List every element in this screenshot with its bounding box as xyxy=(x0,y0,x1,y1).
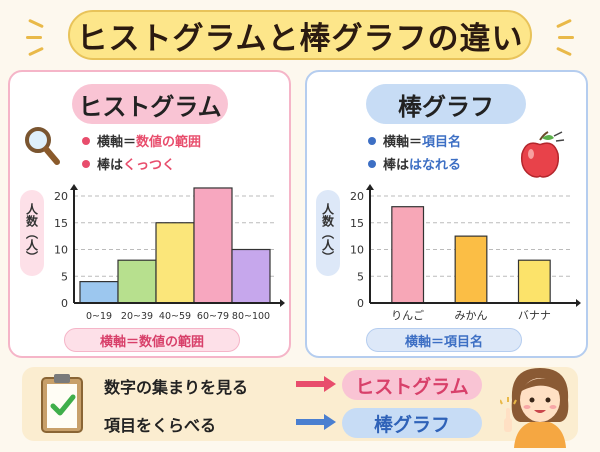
sparkle-icon xyxy=(28,18,44,29)
apple-icon xyxy=(518,130,566,180)
bar xyxy=(454,235,488,304)
y-tick-label: 15 xyxy=(350,217,364,230)
bargraph-bullet-axis: 横軸＝ 項目名 xyxy=(368,131,461,150)
sparkle-icon xyxy=(556,46,572,57)
y-tick-label: 15 xyxy=(54,217,68,230)
summary-row2-result: 棒グラフ xyxy=(342,408,482,438)
sparkle-icon xyxy=(28,46,44,57)
y-tick-label: 10 xyxy=(350,244,364,257)
bullet-value: 項目名 xyxy=(422,135,462,150)
y-axis-arrow xyxy=(366,184,374,190)
histogram-footer: 横軸＝数値の範囲 xyxy=(64,328,240,352)
bullet-value: 数値の範囲 xyxy=(136,135,202,150)
x-tick-label: 80~100 xyxy=(232,311,270,322)
summary-box xyxy=(22,367,578,441)
bullet-dot xyxy=(368,159,376,168)
sparkle-icon xyxy=(556,18,572,29)
arrow-right-icon xyxy=(294,412,338,432)
summary-row1-result: ヒストグラム xyxy=(342,370,482,400)
y-tick-label: 10 xyxy=(54,244,68,257)
clipboard-check-icon xyxy=(38,370,86,436)
histogram-bullet-bars: 棒は くっつく xyxy=(82,154,175,173)
bullet-value: くっつく xyxy=(123,158,176,173)
x-axis-arrow xyxy=(576,299,581,307)
bar xyxy=(193,187,233,304)
bar xyxy=(231,248,271,304)
arrow-right-icon xyxy=(294,374,338,394)
sparkle-icon xyxy=(558,36,574,39)
histogram-bullet-axis: 横軸＝ 数値の範囲 xyxy=(82,131,201,150)
bargraph-heading: 棒グラフ xyxy=(366,84,526,124)
sparkle-icon xyxy=(26,36,42,39)
y-tick-label: 0 xyxy=(61,297,68,310)
bullet-value: はなれる xyxy=(409,158,462,173)
bullet-label: 横軸＝ xyxy=(97,135,137,150)
x-tick-label: みかん xyxy=(455,309,488,322)
summary-row2-text: 項目をくらべる xyxy=(104,416,217,435)
bar xyxy=(155,222,195,304)
x-tick-label: 20~39 xyxy=(121,311,153,322)
bullet-dot xyxy=(82,159,90,168)
y-tick-label: 20 xyxy=(350,190,364,203)
page-title: ヒストグラムと棒グラフの違い xyxy=(68,10,532,60)
x-tick-label: 60~79 xyxy=(197,311,229,322)
x-tick-label: バナナ xyxy=(518,309,551,322)
x-axis-arrow xyxy=(280,299,285,307)
bullet-dot xyxy=(82,136,90,145)
y-tick-label: 0 xyxy=(357,297,364,310)
x-tick-label: 40~59 xyxy=(159,311,191,322)
x-tick-label: 0~19 xyxy=(86,311,112,322)
bargraph-footer: 横軸＝項目名 xyxy=(366,328,522,352)
bullet-label: 棒は xyxy=(97,158,124,173)
histogram-ylabel: 人数（人） xyxy=(20,190,44,276)
bar xyxy=(517,259,551,304)
y-tick-label: 20 xyxy=(54,190,68,203)
x-tick-label: りんご xyxy=(391,308,424,322)
bargraph-bullet-bars: 棒は はなれる xyxy=(368,154,461,173)
summary-row1-text: 数字の集まりを見る xyxy=(104,378,249,397)
bargraph-ylabel: 人数（人） xyxy=(316,190,340,276)
bar xyxy=(391,206,425,304)
bullet-dot xyxy=(368,136,376,145)
y-axis-arrow xyxy=(70,184,78,190)
histogram-heading: ヒストグラム xyxy=(72,84,228,124)
girl-pointing-icon xyxy=(499,360,580,448)
y-tick-label: 5 xyxy=(357,270,364,283)
bar xyxy=(117,259,157,304)
magnifier-icon xyxy=(22,124,62,168)
bullet-label: 横軸＝ xyxy=(383,135,423,150)
bullet-label: 棒は xyxy=(383,158,410,173)
bargraph-chart: 0 5 10 15 20 りんご みかん バナナ xyxy=(350,184,581,322)
bar xyxy=(79,280,119,304)
histogram-chart: 0 5 10 15 20 0~19 20~39 40~59 60~79 80~100 xyxy=(54,184,285,322)
y-tick-label: 5 xyxy=(61,270,68,283)
